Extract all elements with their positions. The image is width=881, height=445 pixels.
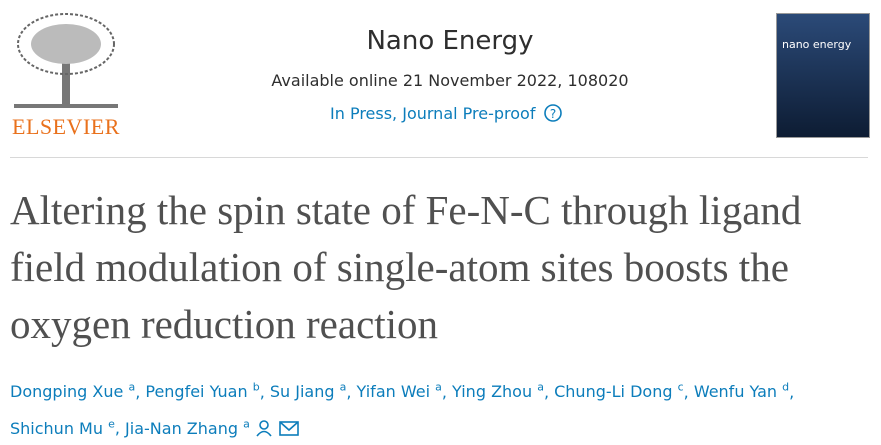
author: Dongping Xue a	[10, 381, 136, 402]
affiliation[interactable]: a	[537, 381, 544, 394]
page: ELSEVIER Nano Energy Available online 21…	[10, 13, 870, 438]
affiliation[interactable]: c	[677, 381, 684, 394]
affiliation[interactable]: b	[252, 381, 260, 394]
journal-name[interactable]: Nano Energy	[366, 26, 534, 56]
author-name[interactable]: Su Jiang	[269, 382, 335, 402]
article-title: Altering the spin state of Fe-N-C throug…	[10, 187, 802, 347]
svg-text:?: ?	[550, 107, 556, 121]
publisher: ELSEVIER	[12, 114, 120, 139]
author: Ying Zhou a	[452, 381, 544, 402]
availability: Available online 21 November 2022, 10802…	[271, 71, 629, 90]
affiliation[interactable]: a	[128, 381, 136, 394]
author: Chung-Li Dong c	[554, 381, 684, 402]
author: Su Jiang a	[269, 381, 347, 402]
author-name[interactable]: Ying Zhou	[452, 382, 533, 402]
author: Jia-Nan Zhang a	[125, 417, 250, 438]
affiliation[interactable]: a	[243, 417, 250, 431]
author-list: Dongping Xue a, Pengfei Yuan b, Su Jiang…	[10, 381, 795, 438]
author-name[interactable]: Yifan Wei	[356, 382, 431, 402]
affiliation[interactable]: d	[782, 381, 790, 394]
elsevier-logo	[14, 13, 118, 108]
author-name[interactable]: Wenfu Yan	[693, 382, 778, 402]
cover-title: nano energy	[782, 38, 852, 51]
author-name[interactable]: Shichun Mu	[10, 418, 103, 438]
author-name[interactable]: Pengfei Yuan	[145, 382, 248, 402]
affiliation[interactable]: e	[108, 417, 115, 431]
affiliation[interactable]: a	[339, 381, 347, 394]
affiliation[interactable]: a	[435, 381, 442, 394]
author: Shichun Mu e	[10, 417, 115, 438]
status[interactable]: In Press, Journal Pre-proof	[330, 103, 536, 123]
author-name[interactable]: Jia-Nan Zhang	[125, 418, 238, 438]
author: Pengfei Yuan b	[145, 381, 260, 402]
divider	[10, 157, 868, 158]
journal-cover[interactable]	[776, 13, 870, 138]
contact-icons[interactable]	[256, 419, 300, 437]
author-name[interactable]: Dongping Xue	[10, 382, 124, 402]
status-row: In Press, Journal Pre-proof ?	[330, 103, 563, 123]
author: Wenfu Yan d	[693, 381, 790, 402]
help-icon[interactable]: ?	[543, 103, 563, 123]
author-name[interactable]: Chung-Li Dong	[554, 382, 673, 402]
author: Yifan Wei a	[356, 381, 442, 402]
